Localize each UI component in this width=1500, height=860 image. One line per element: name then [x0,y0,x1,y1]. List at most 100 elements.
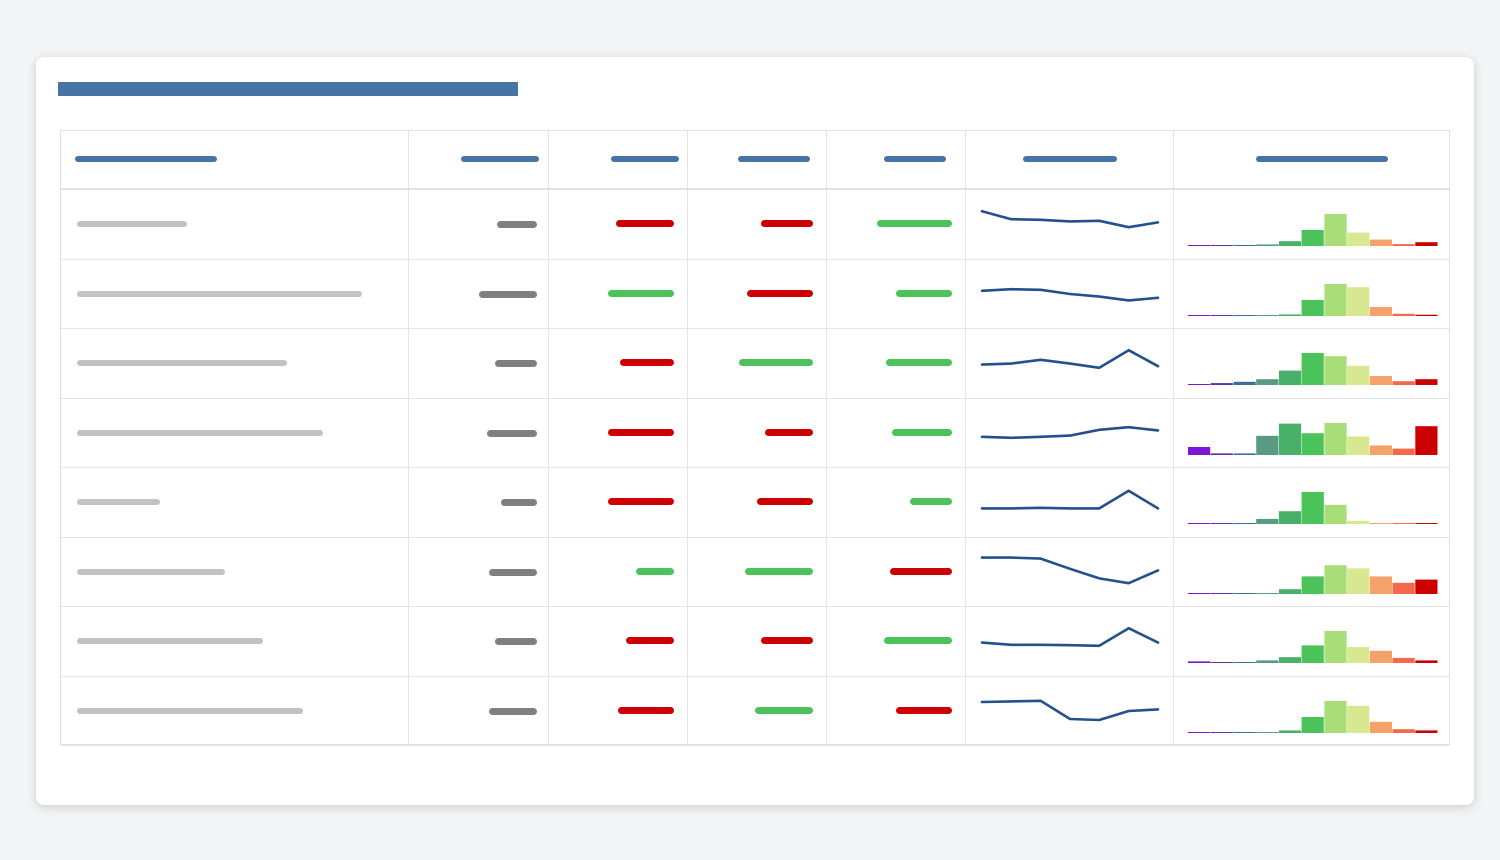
trend-sparkline [980,287,1160,302]
column-header-label-placeholder [1023,156,1117,162]
histogram-bar [1369,239,1392,246]
cell-metric-a [549,329,688,399]
histogram-bar [1369,650,1392,663]
histogram-bar [1256,379,1279,385]
histogram-bar [1210,592,1233,594]
cell-metric-c [827,398,966,468]
cell-metric-b [688,537,827,607]
histogram-bar [1369,306,1392,316]
histogram-bar [1210,383,1233,385]
change-indicator-positive [608,289,674,297]
histogram-bar [1301,492,1324,524]
histogram-bar [1256,244,1279,246]
histogram-bar [1324,283,1347,316]
trend-sparkline [980,348,1160,370]
histogram-bar [1347,520,1370,524]
cell-trend [966,676,1174,746]
cell-metric-c [827,537,966,607]
change-indicator-positive [877,220,952,227]
histogram-bar [1301,299,1324,316]
histogram-bar [1278,729,1302,733]
change-indicator-positive [636,567,674,575]
column-header-metric-b[interactable] [688,131,827,190]
cell-distribution [1174,190,1449,260]
histogram-bar [1324,504,1347,524]
histogram-bar [1415,523,1438,524]
column-header-label-placeholder [1256,156,1388,162]
cell-distribution [1174,260,1449,329]
table-row[interactable] [61,329,1449,399]
histogram-bar [1210,314,1233,316]
cell-trend [966,607,1174,677]
table-row[interactable] [61,259,1449,329]
cell-trend [966,190,1174,260]
column-header-distribution[interactable] [1174,131,1449,190]
distribution-histogram [1188,214,1438,246]
change-indicator-positive [755,706,813,714]
cell-distribution [1174,607,1449,677]
sparkline-path [980,626,1160,648]
table-card [36,57,1474,805]
histogram-bar [1369,444,1392,455]
histogram-bar [1392,381,1415,385]
histogram-bar [1347,705,1370,733]
histogram-bar [1415,314,1438,316]
row-label-placeholder [77,568,225,575]
count-placeholder [501,499,537,506]
table-row[interactable] [61,607,1449,677]
column-header-count[interactable] [409,131,549,190]
histogram-bar [1415,579,1438,594]
column-header-label-placeholder [611,156,679,162]
count-placeholder [495,360,537,367]
cell-trend [966,468,1174,538]
cell-count [409,329,549,399]
column-header-name[interactable] [61,131,409,190]
histogram-bar [1369,721,1392,733]
change-indicator-negative [620,359,674,366]
column-header-trend[interactable] [966,131,1174,190]
cell-metric-c [827,259,966,329]
change-indicator-positive [745,567,813,575]
histogram-bar [1233,245,1256,246]
histogram-bar [1347,435,1370,455]
table-row[interactable] [61,398,1449,468]
change-indicator-negative [616,220,674,227]
column-header-metric-c[interactable] [827,131,966,190]
histogram-bar [1301,353,1324,385]
histogram-bar [1301,432,1324,455]
histogram-bar [1233,314,1256,316]
count-placeholder [489,707,537,715]
histogram-bar [1278,588,1302,594]
table-row[interactable] [61,190,1449,260]
cell-metric-b [688,607,827,677]
histogram-bar [1256,314,1279,316]
histogram-bar [1210,662,1233,663]
change-indicator-negative [608,498,674,505]
table-row[interactable] [61,537,1449,607]
column-header-label-placeholder [75,156,217,162]
histogram-bar [1210,731,1233,733]
histogram-bar [1278,423,1302,455]
change-indicator-negative [618,706,674,714]
histogram-bar [1301,575,1324,594]
cell-name [61,259,409,329]
histogram-bar [1347,647,1370,663]
histogram-bar [1233,592,1256,594]
row-label-placeholder [77,290,362,297]
table-row[interactable] [61,468,1449,538]
histogram-bar [1278,370,1302,385]
table-row[interactable] [61,676,1449,746]
change-indicator-negative [761,220,813,227]
histogram-bar [1301,716,1324,733]
row-label-placeholder [77,221,187,227]
distribution-histogram [1188,283,1438,316]
cell-metric-b [688,329,827,399]
cell-metric-b [688,190,827,260]
histogram-bar [1256,660,1279,663]
histogram-bar [1278,511,1302,524]
count-placeholder [479,290,537,298]
histogram-bar [1324,631,1347,663]
histogram-bar [1324,214,1347,246]
histogram-bar [1188,661,1211,663]
column-header-metric-a[interactable] [549,131,688,190]
